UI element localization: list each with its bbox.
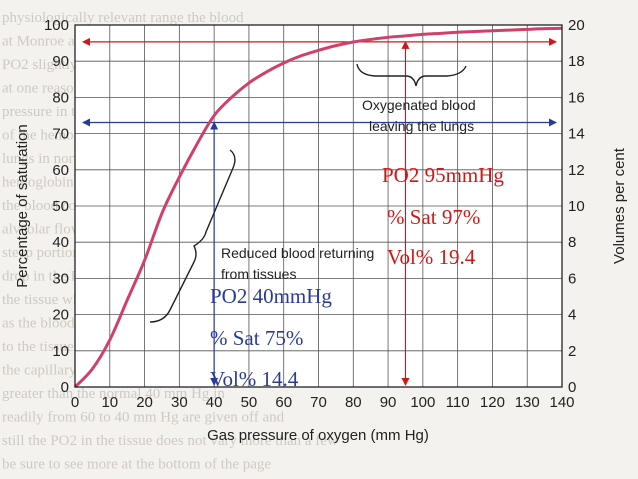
y2-tick-label: 20 (568, 17, 585, 34)
x-tick-label: 70 (310, 394, 327, 411)
arterial-volume-label: Vol% 19.4 (387, 245, 476, 269)
reduced-blood-brace (149, 149, 236, 323)
x-tick-label: 40 (206, 394, 223, 411)
venous-saturation-label: % Sat 75% (210, 326, 303, 350)
x-tick-label: 0 (71, 394, 79, 411)
arterial-po2-label: PO2 95mmHg (382, 163, 504, 187)
background-text-line: greater than the normal 40 mm Hg in (2, 386, 225, 402)
background-text-line: be sure to see more at the bottom of the… (2, 457, 271, 473)
y2-tick-label: 2 (568, 343, 576, 360)
x-tick-label: 20 (136, 394, 153, 411)
x-tick-label: 110 (446, 394, 470, 411)
y2-tick-labels: 0 2 4 6 8 10 12 14 16 18 20 (568, 17, 585, 396)
x-tick-label: 100 (410, 394, 435, 411)
y-tick-label: 80 (52, 89, 69, 106)
y-tick-labels: 0 10 20 30 40 50 60 70 80 90 100 (44, 17, 69, 396)
y-tick-label: 10 (52, 343, 69, 360)
y-tick-label: 50 (52, 198, 69, 215)
x-tick-label: 90 (380, 394, 397, 411)
oxygenated-blood-brace (356, 63, 467, 87)
x-tick-label: 80 (345, 394, 362, 411)
x-tick-label: 60 (275, 394, 292, 411)
x-tick-label: 140 (549, 394, 574, 411)
venous-po2-label: PO2 40mmHg (210, 284, 332, 308)
x-tick-label: 50 (241, 394, 258, 411)
y-axis-title: Percentage of saturation (14, 124, 31, 287)
y2-tick-label: 6 (568, 270, 576, 287)
y2-tick-label: 12 (568, 162, 585, 179)
x-tick-labels: 0 10 20 30 40 50 60 70 80 90 100 110 120 130 140 (71, 394, 575, 411)
x-axis-title: Gas pressure of oxygen (mm Hg) (207, 427, 429, 444)
reference-lines (82, 37, 557, 386)
x-tick-label: 130 (515, 394, 540, 411)
y2-axis-title: Volumes per cent (611, 147, 628, 264)
oxygenated-label-line2: leaving the lungs (369, 118, 474, 134)
gridlines (75, 25, 562, 387)
y2-tick-label: 0 (568, 379, 576, 396)
y2-tick-label: 8 (568, 234, 576, 251)
x-tick-label: 10 (101, 394, 118, 411)
dissociation-curve (73, 26, 563, 389)
plot-frame (74, 24, 563, 388)
y-tick-label: 40 (52, 234, 69, 251)
oxygenated-label-line1: Oxygenated blood (362, 97, 476, 113)
y2-tick-label: 18 (568, 53, 585, 70)
y2-tick-label: 16 (568, 89, 585, 106)
background-text-line: physiologically relevant range the blood (2, 10, 244, 26)
y2-tick-label: 4 (568, 307, 576, 324)
background-text-line: readily from 60 to 40 mm Hg are given of… (2, 410, 285, 426)
venous-volume-label: Vol% 14.4 (210, 367, 299, 391)
x-tick-label: 120 (480, 394, 505, 411)
y-tick-label: 60 (52, 162, 69, 179)
y-tick-label: 20 (52, 307, 69, 324)
y-tick-label: 0 (61, 379, 69, 396)
arterial-saturation-label: % Sat 97% (387, 205, 480, 229)
background-text-line: still the PO2 in the tissue does not var… (2, 433, 338, 449)
y-tick-label: 90 (52, 53, 69, 70)
reduced-label-line1: Reduced blood returning (221, 245, 374, 261)
y-tick-label: 100 (44, 17, 69, 34)
y2-tick-label: 10 (568, 198, 585, 215)
reduced-label-line2: from tissues (221, 266, 296, 282)
y2-tick-label: 14 (568, 126, 585, 143)
y-tick-label: 30 (52, 270, 69, 287)
y-tick-label: 70 (52, 126, 69, 143)
x-tick-label: 30 (171, 394, 188, 411)
